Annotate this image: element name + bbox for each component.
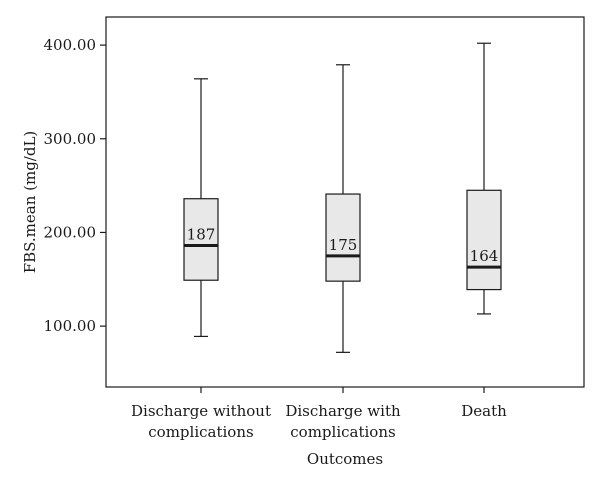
x-category-label: complications [148, 423, 253, 441]
median-value-label: 175 [329, 236, 358, 254]
y-tick-label: 100.00 [44, 317, 97, 335]
y-tick-label: 300.00 [44, 130, 97, 148]
y-axis: 100.00 200.00 300.00 400.00 [44, 36, 106, 335]
x-category-label: Discharge without [131, 402, 271, 420]
iqr-box [466, 189, 502, 291]
plot-area-frame [105, 16, 585, 388]
y-axis-title: FBS.mean (mg/dL) [21, 131, 39, 274]
x-axis-title: Outcomes [307, 450, 383, 468]
median-value-label: 187 [187, 226, 216, 244]
box-series: 187 175 164 [183, 42, 502, 353]
y-tick-label: 400.00 [44, 36, 97, 54]
box-group: 164 [466, 42, 502, 315]
iqr-box [183, 198, 219, 281]
y-tick-label: 200.00 [44, 223, 97, 241]
box-group: 175 [325, 64, 361, 353]
x-category-label: complications [290, 423, 395, 441]
box-group: 187 [183, 78, 219, 338]
x-axis: Discharge without complications Discharge … [131, 387, 507, 441]
median-value-label: 164 [470, 247, 499, 265]
x-category-label: Death [461, 402, 507, 420]
iqr-box [325, 193, 361, 282]
x-category-label: Discharge with [285, 402, 401, 420]
